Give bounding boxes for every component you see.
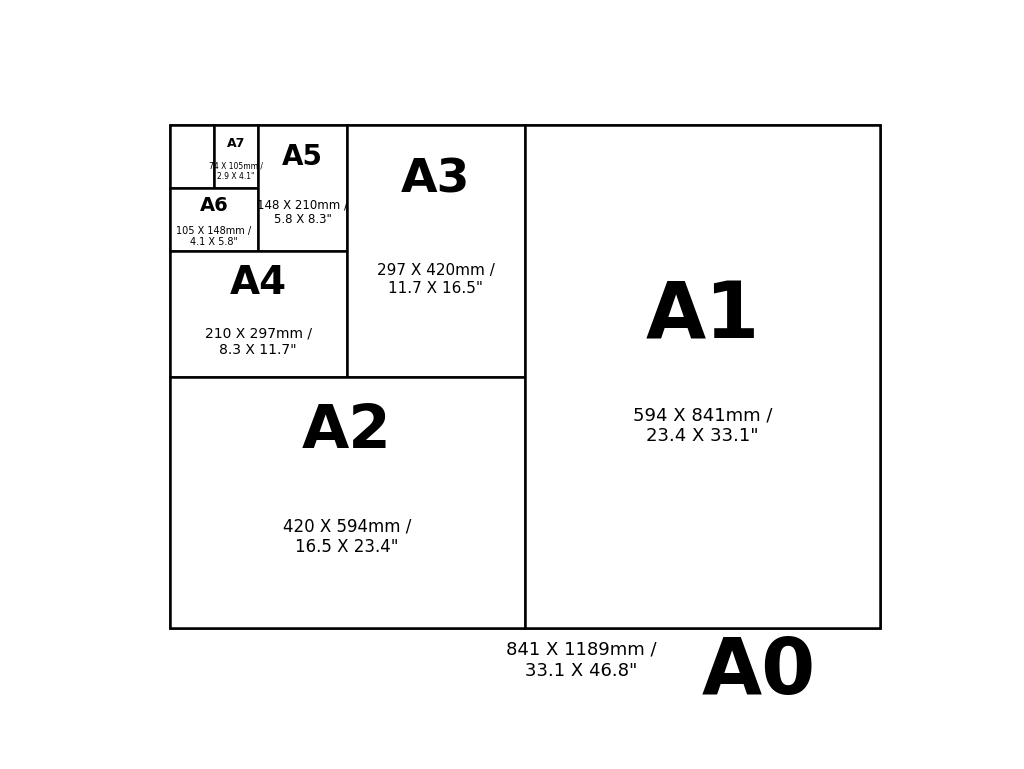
Text: 148 X 210mm /
5.8 X 8.3": 148 X 210mm / 5.8 X 8.3" — [257, 198, 348, 226]
Text: A2: A2 — [302, 402, 392, 461]
Text: 74 X 105mm /
2.9 X 4.1": 74 X 105mm / 2.9 X 4.1" — [209, 161, 263, 181]
Text: 420 X 594mm /
16.5 X 23.4": 420 X 594mm / 16.5 X 23.4" — [283, 518, 412, 556]
Text: A3: A3 — [401, 158, 470, 203]
Text: A6: A6 — [200, 196, 228, 215]
Text: 594 X 841mm /
23.4 X 33.1": 594 X 841mm / 23.4 X 33.1" — [633, 407, 772, 445]
Text: 841 X 1189mm /
33.1 X 46.8": 841 X 1189mm / 33.1 X 46.8" — [506, 641, 657, 680]
Bar — [170, 125, 880, 628]
Text: A0: A0 — [702, 634, 816, 710]
Text: A4: A4 — [229, 264, 287, 301]
Text: 105 X 148mm /
4.1 X 5.8": 105 X 148mm / 4.1 X 5.8" — [176, 226, 251, 248]
Text: A1: A1 — [645, 278, 760, 354]
Bar — [214, 125, 258, 188]
Bar — [170, 125, 214, 188]
Text: A7: A7 — [226, 138, 245, 151]
Bar — [258, 125, 347, 251]
Bar — [170, 377, 524, 628]
Bar — [347, 125, 524, 377]
Bar — [170, 251, 347, 377]
Text: 297 X 420mm /
11.7 X 16.5": 297 X 420mm / 11.7 X 16.5" — [377, 264, 495, 296]
Text: 210 X 297mm /
8.3 X 11.7": 210 X 297mm / 8.3 X 11.7" — [205, 327, 312, 357]
Text: A5: A5 — [282, 143, 323, 171]
Bar — [170, 188, 258, 251]
Bar — [524, 125, 880, 628]
